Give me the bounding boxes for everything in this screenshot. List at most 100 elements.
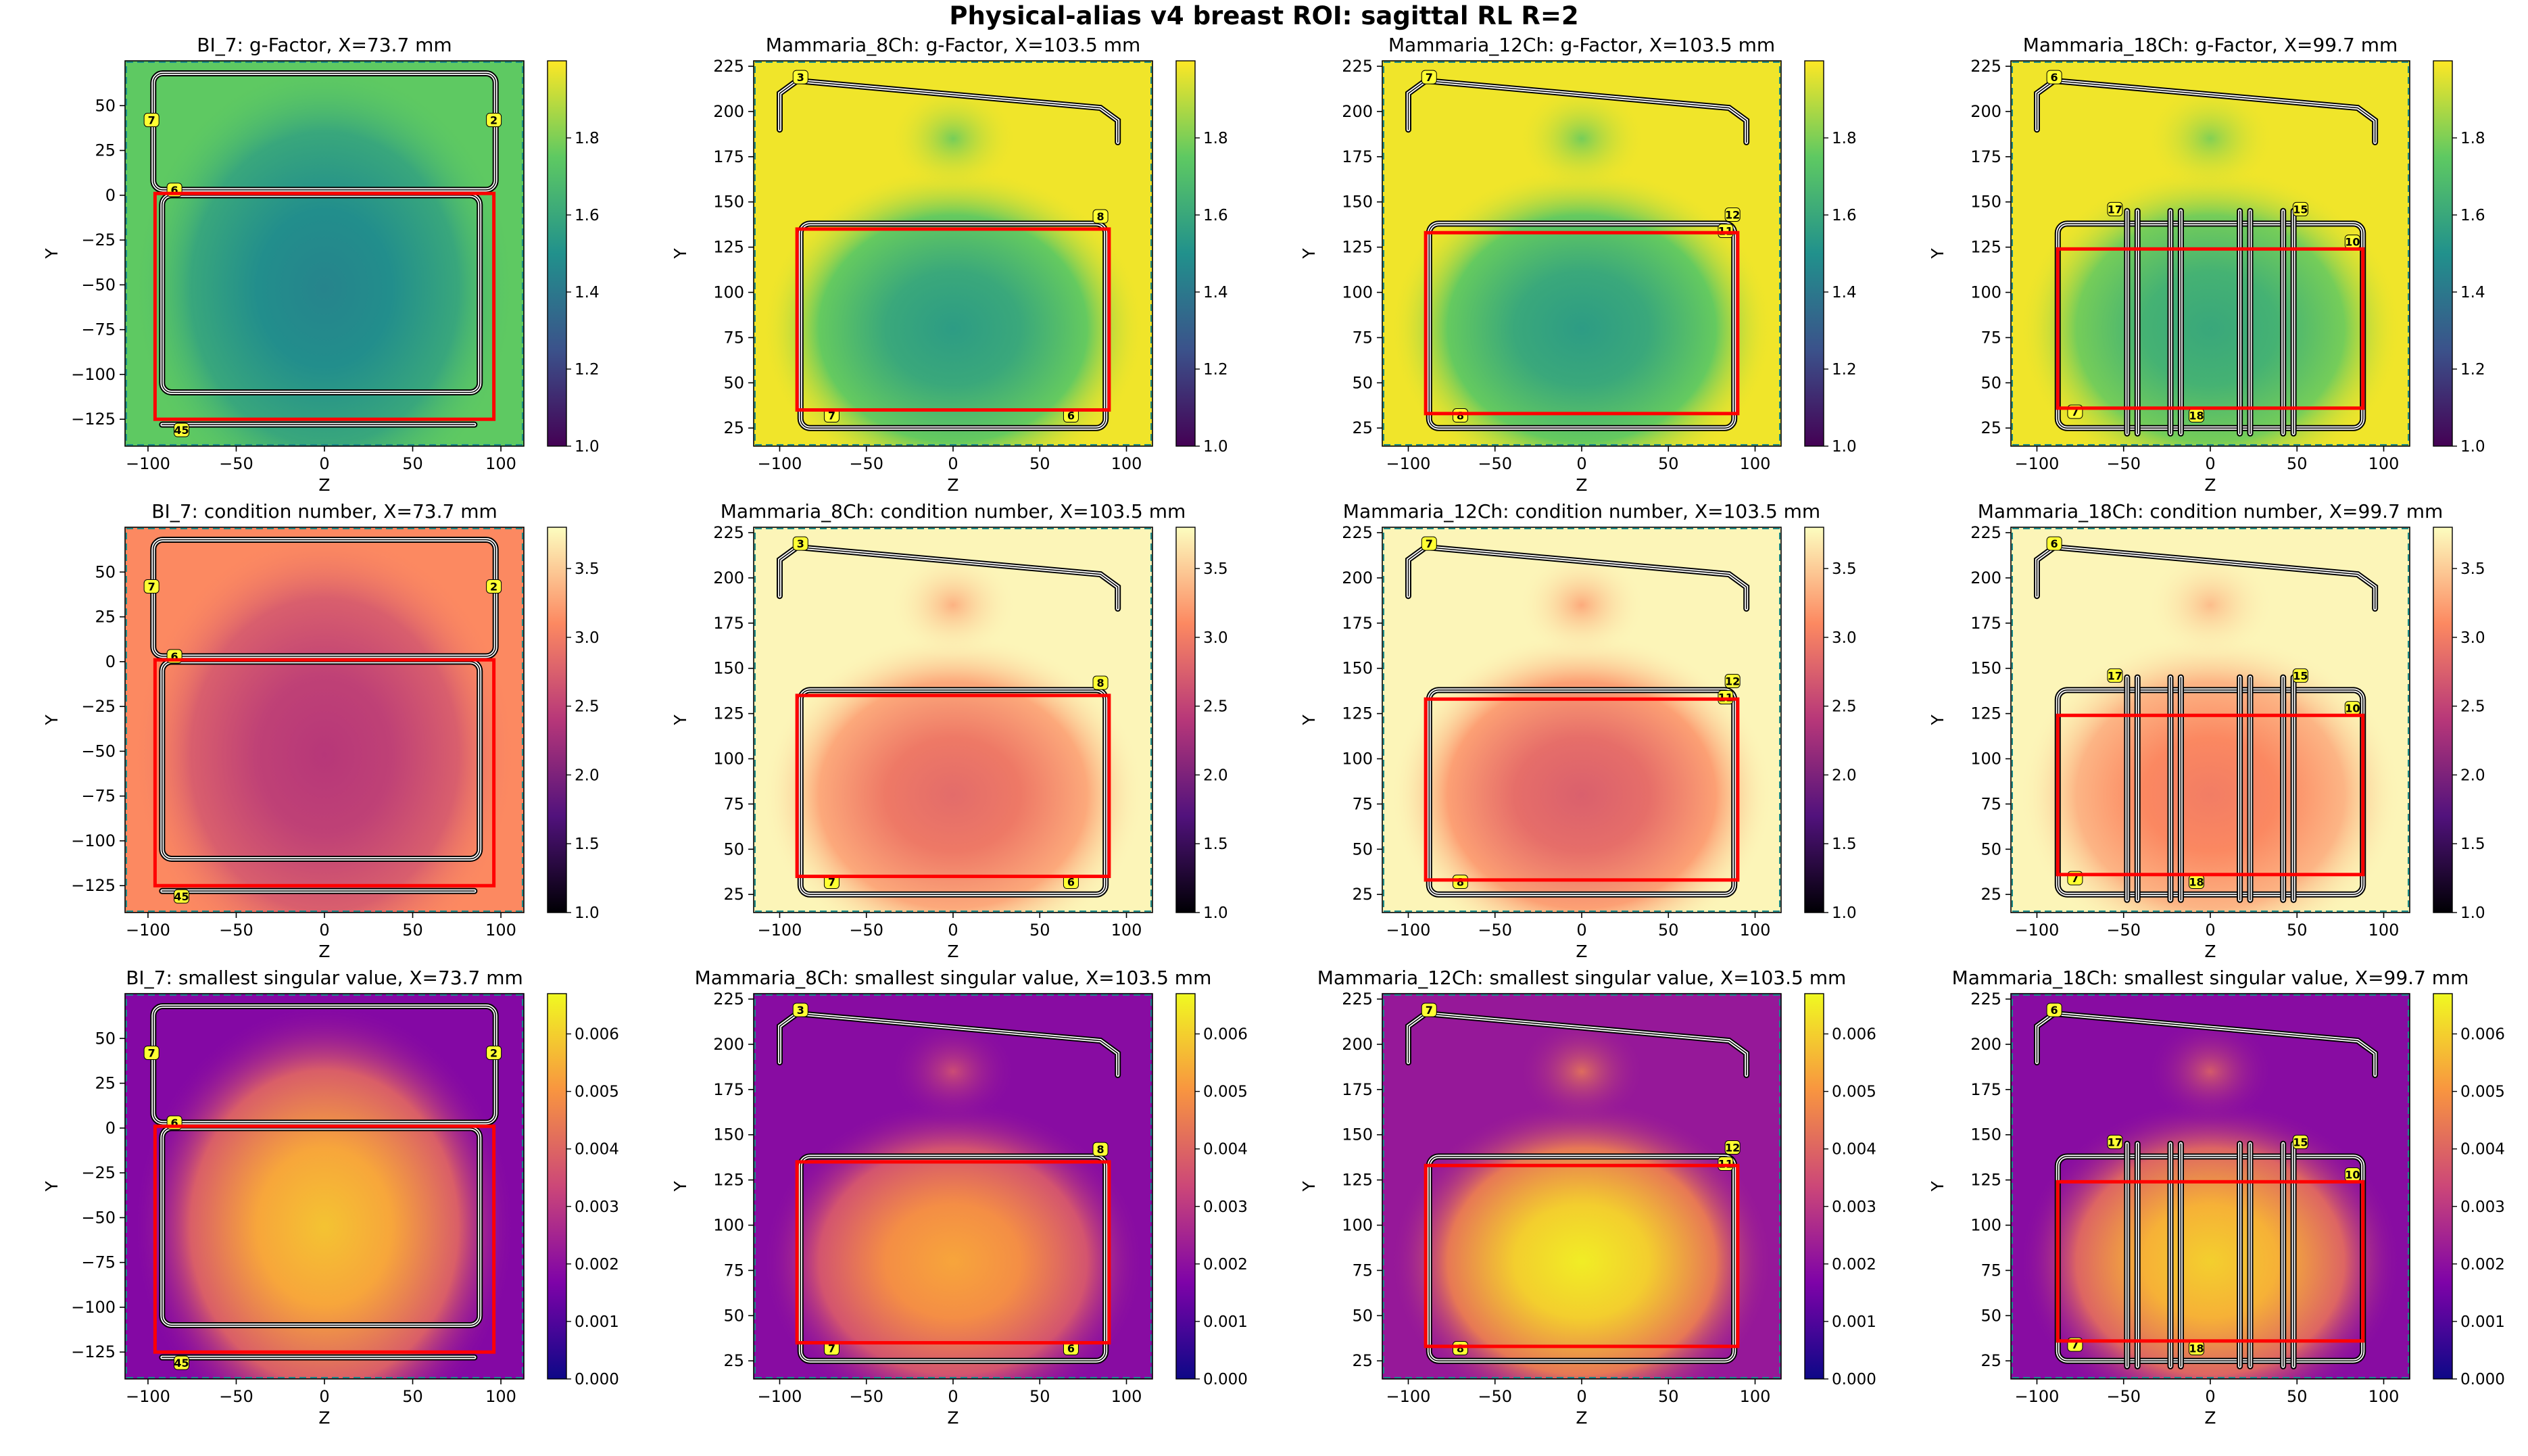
colorbar-tick-label: 0.002: [2460, 1256, 2505, 1273]
channel-label-text: 6: [171, 650, 178, 663]
channel-label: 45: [174, 422, 190, 437]
x-tick-label: −100: [1386, 1387, 1431, 1406]
x-axis-label: Z: [318, 942, 330, 961]
y-tick-label: −50: [81, 275, 116, 294]
panel-title: Mammaria_8Ch: condition number, X=103.5 …: [721, 500, 1186, 523]
x-tick-label: −100: [758, 454, 802, 473]
heatmap-hotspot: [761, 633, 1145, 913]
y-tick-label: 175: [713, 1080, 744, 1099]
y-tick-label: 100: [1970, 283, 2001, 302]
heatmap-hotspot: [2018, 166, 2402, 446]
y-tick-label: 225: [1970, 990, 2001, 1009]
channel-label: 8: [1452, 875, 1468, 890]
y-tick-label: 25: [723, 418, 744, 437]
x-axis-label: Z: [318, 475, 330, 495]
x-tick-label: 50: [2287, 921, 2308, 940]
y-tick-label: 125: [1970, 238, 2001, 257]
coil-outline: [1405, 543, 1750, 898]
y-tick-label: 200: [1970, 568, 2001, 587]
channel-label-text: 6: [171, 184, 178, 197]
colorbar-tick-label: 1.8: [575, 130, 600, 147]
x-tick-label: −50: [1478, 921, 1512, 940]
channel-label-text: 15: [2293, 203, 2308, 216]
heatmap-svg: Mammaria_12Ch: g-Factor, X=103.5 mm 7 12 11…: [1299, 34, 1857, 495]
channel-label: 7: [823, 408, 840, 423]
colorbar-tick-label: 1.0: [2460, 904, 2485, 922]
channel-label: 15: [2292, 668, 2308, 683]
channel-label: 10: [2344, 1167, 2360, 1182]
y-tick-label: 225: [1970, 57, 2001, 76]
colorbar-tick-label: 2.0: [1832, 767, 1857, 784]
y-tick-label: 100: [1342, 283, 1373, 302]
phantom-boundary: [754, 528, 1152, 912]
phantom-boundary: [126, 994, 523, 1378]
heatmap-hotspot: [2018, 633, 2402, 913]
channel-label-text: 15: [2293, 1136, 2308, 1148]
x-tick-label: 50: [1029, 921, 1050, 940]
y-tick-label: 200: [713, 1035, 744, 1054]
colorbar-tick-label: 1.6: [575, 207, 600, 224]
channel-label-text: 3: [797, 537, 804, 550]
heatmap-hotspot: [2018, 1099, 2402, 1379]
channel-label-text: 17: [2108, 669, 2122, 682]
channel-label-text: 7: [2071, 872, 2079, 885]
heatmap-hotspot: [132, 65, 516, 446]
colorbar-tick-label: 2.0: [2460, 767, 2485, 784]
y-tick-label: 175: [1342, 1080, 1373, 1099]
colorbar-tick-label: 1.5: [1203, 835, 1228, 853]
x-axis-label: Z: [2204, 475, 2216, 495]
channel-label-text: 2: [490, 114, 497, 126]
x-tick-label: 100: [1740, 1387, 1771, 1406]
y-axis-label: Y: [1299, 1181, 1319, 1192]
x-tick-label: 100: [485, 454, 516, 473]
y-tick-label: 200: [1970, 1035, 2001, 1054]
y-tick-label: 25: [1352, 1351, 1373, 1370]
x-tick-label: −50: [219, 454, 253, 473]
colorbar-tick-label: 1.6: [1832, 207, 1857, 224]
channel-label: 8: [1452, 1341, 1468, 1356]
y-tick-label: 75: [1352, 328, 1373, 347]
x-tick-label: −50: [849, 1387, 883, 1406]
y-tick-label: 25: [95, 1074, 116, 1093]
channel-label-text: 18: [2189, 410, 2204, 422]
x-tick-label: 0: [948, 454, 958, 473]
heatmap-svg: Mammaria_8Ch: smallest singular value, X…: [671, 967, 1248, 1428]
colorbar: [547, 60, 567, 447]
colorbar-tick-label: 1.4: [2460, 284, 2485, 301]
channel-label: 2: [486, 112, 502, 127]
x-tick-label: 50: [402, 921, 423, 940]
colorbar-tick-label: 1.6: [1203, 207, 1228, 224]
channel-label-text: 8: [1457, 410, 1464, 422]
roi-rectangle: [153, 658, 496, 888]
channel-label: 7: [143, 1045, 160, 1060]
x-tick-label: 0: [948, 921, 958, 940]
y-tick-label: 225: [1342, 990, 1373, 1009]
colorbar: [547, 993, 567, 1380]
y-tick-label: 25: [1352, 418, 1373, 437]
y-tick-label: 125: [713, 704, 744, 723]
x-tick-label: 100: [485, 1387, 516, 1406]
y-tick-label: −25: [81, 697, 116, 716]
heatmap-svg: BI_7: condition number, X=73.7 mm7 2645−1…: [42, 500, 600, 961]
colorbar-tick-label: 1.0: [1832, 438, 1857, 456]
channel-label: 3: [792, 536, 808, 551]
y-axis-label: Y: [1299, 714, 1319, 726]
phantom-boundary: [1383, 994, 1780, 1378]
y-tick-label: 125: [713, 238, 744, 257]
x-tick-label: −100: [126, 1387, 170, 1406]
y-tick-label: 200: [713, 568, 744, 587]
y-tick-label: 50: [1352, 1306, 1373, 1325]
y-tick-label: 50: [1980, 373, 2001, 392]
x-tick-label: −50: [219, 1387, 253, 1406]
roi-rectangle: [795, 1160, 1111, 1344]
x-tick-label: −100: [2015, 921, 2060, 940]
heatmap-panel: Mammaria_8Ch: smallest singular value, X…: [629, 967, 1257, 1453]
phantom-boundary: [126, 62, 523, 445]
channel-label: 2: [486, 579, 502, 593]
coil-outline: [776, 77, 1121, 431]
heatmap-svg: Mammaria_18Ch: g-Factor, X=99.7 mm 6 17 15 1…: [1928, 34, 2485, 495]
y-tick-label: 150: [713, 659, 744, 678]
heatmap-secondary-lobe: [889, 84, 1017, 193]
heatmap-secondary-lobe: [1517, 1017, 1646, 1125]
x-tick-label: −100: [2015, 454, 2060, 473]
